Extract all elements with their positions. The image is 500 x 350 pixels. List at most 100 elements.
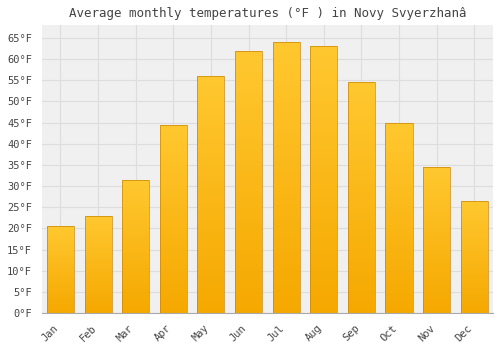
Bar <box>198 76 224 313</box>
Bar <box>272 64 299 69</box>
Bar <box>160 128 187 132</box>
Bar <box>160 234 187 238</box>
Bar <box>84 282 112 284</box>
Bar <box>84 259 112 260</box>
Bar <box>386 256 412 260</box>
Bar <box>47 304 74 306</box>
Bar <box>47 299 74 301</box>
Bar <box>310 84 338 89</box>
Bar <box>272 113 299 118</box>
Bar <box>47 247 74 249</box>
Bar <box>160 136 187 140</box>
Bar <box>460 295 488 297</box>
Bar <box>386 309 412 313</box>
Bar <box>310 308 338 313</box>
Bar <box>84 266 112 268</box>
Bar <box>47 251 74 252</box>
Bar <box>47 230 74 231</box>
Bar <box>423 284 450 287</box>
Bar <box>198 223 224 228</box>
Title: Average monthly temperatures (°F ) in Novy Svyerzhanâ: Average monthly temperatures (°F ) in No… <box>68 7 466 20</box>
Bar <box>122 201 149 204</box>
Bar <box>310 137 338 142</box>
Bar <box>47 282 74 284</box>
Bar <box>160 298 187 302</box>
Bar <box>84 239 112 241</box>
Bar <box>272 226 299 232</box>
Bar <box>160 162 187 166</box>
Bar <box>160 166 187 170</box>
Bar <box>310 180 338 185</box>
Bar <box>235 250 262 255</box>
Bar <box>198 156 224 161</box>
Bar <box>310 148 338 153</box>
Bar <box>47 287 74 289</box>
Bar <box>348 92 375 96</box>
Bar <box>386 146 412 149</box>
Bar <box>310 190 338 196</box>
Bar <box>310 89 338 94</box>
Bar <box>235 182 262 187</box>
Bar <box>423 272 450 275</box>
Bar <box>160 287 187 290</box>
Bar <box>348 299 375 304</box>
Bar <box>348 198 375 202</box>
Bar <box>84 222 112 223</box>
Bar <box>460 308 488 311</box>
Bar <box>235 297 262 302</box>
Bar <box>423 301 450 304</box>
Bar <box>235 93 262 98</box>
Bar <box>160 211 187 215</box>
Bar <box>348 230 375 235</box>
Bar <box>386 267 412 271</box>
Bar <box>160 200 187 204</box>
Bar <box>47 276 74 278</box>
Bar <box>47 265 74 266</box>
Bar <box>198 142 224 147</box>
Bar <box>348 82 375 87</box>
Bar <box>122 297 149 300</box>
Bar <box>84 299 112 301</box>
Bar <box>198 147 224 152</box>
Bar <box>310 110 338 116</box>
Bar <box>272 291 299 297</box>
Bar <box>235 276 262 281</box>
Bar <box>47 311 74 313</box>
Bar <box>272 297 299 302</box>
Bar <box>235 245 262 250</box>
Bar <box>423 304 450 307</box>
Bar <box>122 244 149 246</box>
Bar <box>198 204 224 209</box>
Bar <box>198 303 224 308</box>
Bar <box>235 266 262 271</box>
Bar <box>310 238 338 244</box>
Bar <box>386 203 412 206</box>
Bar <box>122 188 149 190</box>
Bar <box>122 198 149 201</box>
Bar <box>160 219 187 223</box>
Bar <box>235 124 262 130</box>
Bar <box>272 96 299 102</box>
Bar <box>460 230 488 232</box>
Bar <box>198 261 224 266</box>
Bar <box>386 275 412 279</box>
Bar <box>160 132 187 136</box>
Bar <box>235 255 262 260</box>
Bar <box>310 196 338 201</box>
Bar <box>84 235 112 237</box>
Bar <box>84 303 112 305</box>
Bar <box>84 216 112 313</box>
Bar <box>198 76 224 81</box>
Bar <box>423 219 450 223</box>
Bar <box>386 210 412 214</box>
Bar <box>460 259 488 261</box>
Bar <box>386 302 412 306</box>
Bar <box>348 110 375 115</box>
Bar <box>460 311 488 313</box>
Bar <box>423 205 450 208</box>
Bar <box>310 105 338 110</box>
Bar <box>84 225 112 228</box>
Bar <box>160 245 187 249</box>
Bar <box>348 234 375 239</box>
Bar <box>348 189 375 193</box>
